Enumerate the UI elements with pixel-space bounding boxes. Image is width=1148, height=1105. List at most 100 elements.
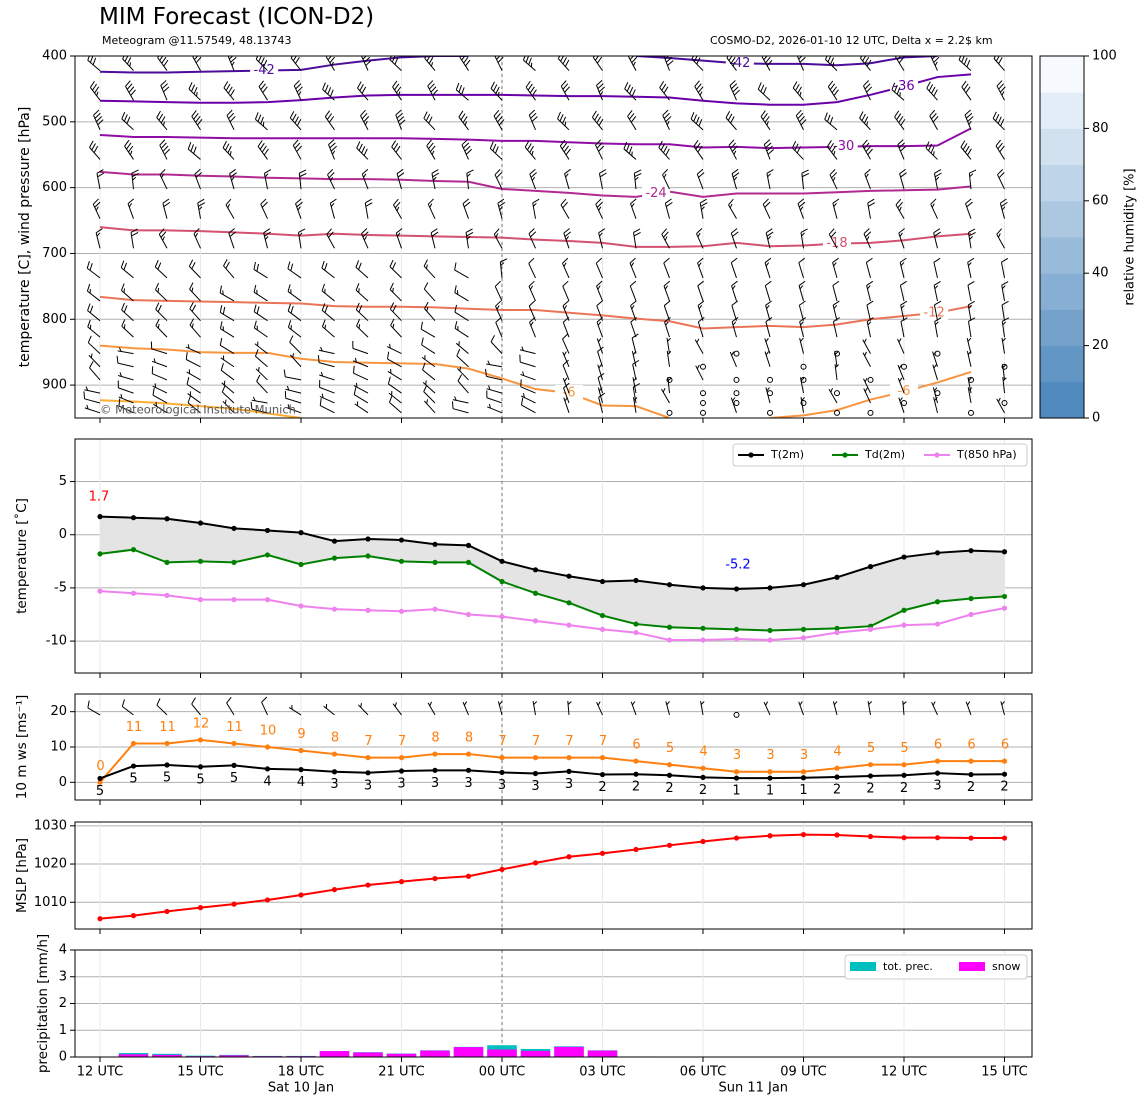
barb-feather	[562, 83, 569, 90]
barb-feather	[299, 169, 307, 174]
ws-value-label: 2	[833, 783, 841, 798]
barb-feather	[95, 228, 103, 234]
td2m-point	[499, 578, 505, 585]
barb-feather	[730, 142, 737, 149]
barb-shaft	[999, 203, 1005, 219]
wind-barb	[321, 260, 335, 279]
barb-feather	[562, 57, 567, 65]
wind-barb	[120, 283, 134, 302]
wind-barb	[925, 141, 938, 160]
barb-feather	[263, 59, 268, 67]
panel-frame	[74, 693, 1033, 801]
barb-shaft	[765, 232, 771, 249]
wind-barb	[319, 393, 335, 404]
barb-feather	[500, 258, 508, 263]
surface-wind-barb	[323, 703, 335, 716]
wind-barb	[387, 351, 402, 368]
barb-feather	[764, 116, 770, 123]
wind-barb	[486, 385, 503, 394]
barb-feather	[528, 300, 536, 307]
barb-feather	[324, 84, 329, 93]
wind-barb	[84, 386, 101, 394]
wind-barb	[563, 397, 570, 413]
ws-point	[633, 771, 639, 777]
barb-feather	[899, 168, 906, 175]
barb-shaft	[597, 387, 603, 404]
wind-barb	[930, 56, 940, 71]
barb-shaft	[220, 344, 235, 355]
barb-shaft	[557, 58, 570, 71]
wind-barb	[996, 80, 1006, 101]
gust-value-label: 8	[331, 731, 339, 746]
wind-barb	[729, 80, 740, 101]
td2m-point	[264, 552, 271, 558]
barb-feather	[598, 228, 606, 234]
wind-barb	[189, 302, 201, 322]
barb-shaft	[696, 233, 704, 249]
barb-shaft	[661, 388, 670, 404]
barb-shaft	[630, 203, 637, 219]
wind-barb	[152, 383, 168, 394]
x-tick-label: 15 UTC	[981, 1065, 1027, 1080]
barb-feather	[898, 228, 905, 234]
barb-feather	[425, 264, 428, 269]
x-tick-label: 06 UTC	[680, 1065, 726, 1080]
barb-feather	[732, 61, 735, 67]
barb-feather	[728, 56, 733, 61]
barb-feather	[800, 119, 807, 126]
barb-feather	[863, 228, 870, 235]
barb-feather	[364, 198, 372, 204]
wind-barb	[595, 198, 603, 219]
barb-feather	[833, 304, 838, 309]
barb-feather	[160, 116, 166, 124]
gust-value-label: 7	[398, 734, 406, 749]
td2m-point	[231, 559, 237, 565]
barb-shaft	[897, 377, 905, 394]
wind-barb	[529, 168, 537, 190]
barb-feather	[490, 81, 495, 89]
wind-barb	[929, 109, 939, 131]
barb-feather	[353, 387, 357, 395]
t2m-point	[432, 541, 438, 547]
barb-feather	[228, 56, 234, 60]
barb-feather	[161, 56, 167, 64]
barb-feather	[932, 701, 936, 706]
wind-barb	[800, 228, 808, 249]
t850-point	[934, 621, 941, 627]
gust-point	[901, 762, 907, 768]
wind-barb	[700, 409, 706, 416]
data-layer: -42 -42-36-30-24-18-12-6 -6	[83, 56, 1084, 1057]
surface-wind-barb	[630, 701, 637, 716]
barb-feather	[264, 173, 269, 178]
calm-circle	[767, 376, 773, 383]
wind-barb	[185, 344, 201, 355]
wind-barb	[454, 321, 469, 338]
barb-feather	[967, 116, 974, 122]
wind-barb	[151, 366, 168, 381]
td2m-point	[566, 600, 572, 606]
barb-feather	[597, 321, 602, 326]
barb-feather	[426, 306, 429, 312]
barb-feather	[356, 141, 361, 149]
barb-feather	[163, 86, 170, 93]
barb-feather	[968, 304, 973, 309]
barb-feather	[562, 280, 569, 287]
gust-point	[1001, 758, 1008, 764]
wind-barb	[1001, 281, 1009, 302]
isotherm-label: -42	[729, 56, 750, 71]
barb-shaft	[691, 58, 704, 71]
mslp-point	[499, 866, 505, 872]
td2m-point	[800, 626, 807, 632]
barb-shaft	[89, 147, 101, 160]
barb-feather	[297, 206, 301, 211]
barb-feather	[629, 280, 637, 287]
wind-barb	[866, 317, 874, 338]
barb-shaft	[298, 173, 302, 190]
barb-shaft	[824, 119, 838, 131]
barb-feather	[193, 86, 198, 95]
barb-feather	[897, 139, 904, 146]
barb-feather	[564, 377, 568, 382]
wind-barb	[560, 198, 570, 219]
barb-shaft	[251, 399, 268, 404]
barb-shaft	[388, 383, 402, 394]
